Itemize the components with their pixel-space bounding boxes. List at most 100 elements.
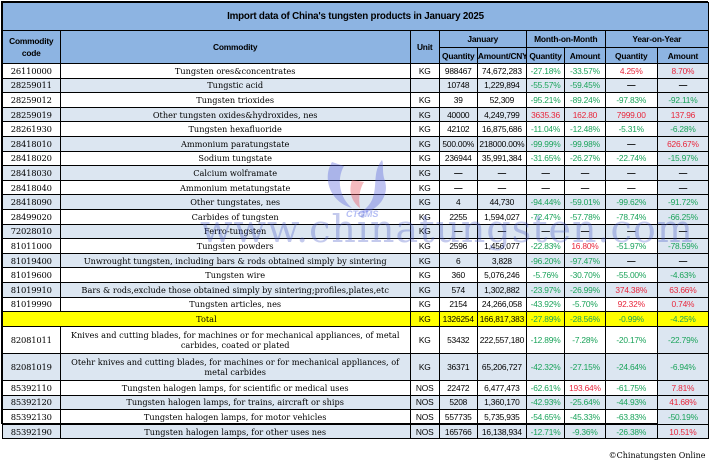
mom-quantity-cell: -22.83% — [525, 238, 566, 254]
amount-cell: — — [476, 179, 527, 196]
table-row: 28499020 Carbides of tungsten KG 2255 1,594,… — [2, 208, 710, 225]
quantity-cell: 360 — [438, 267, 478, 283]
yoy-amount-cell: -91.72% — [656, 194, 710, 210]
commodity-code-cell: 28418020 — [2, 150, 61, 167]
commodity-code-cell: 82081019 — [2, 353, 61, 382]
unit-cell: KG — [409, 296, 440, 313]
unit-cell: KG — [409, 135, 440, 152]
mom-quantity-cell: -72.47% — [525, 208, 566, 225]
unit-cell: NOS — [409, 409, 440, 425]
quantity-cell: 574 — [438, 281, 478, 298]
table-row: 81019910 Bars & rods,exclude those obtain… — [2, 281, 710, 298]
commodity-name-cell: Tungsten halogen lamps, for motor vehicl… — [59, 409, 411, 425]
yoy-quantity-cell: -99.62% — [604, 194, 658, 210]
mom-amount-cell: -89.24% — [564, 92, 606, 108]
yoy-quantity-cell: -24.64% — [604, 353, 658, 382]
yoy-quantity-cell: -22.74% — [604, 150, 658, 167]
total-yoy-quantity: -0.99% — [604, 311, 658, 328]
quantity-cell: 10748 — [438, 77, 478, 94]
copyright-footer: ©Chinatungsten Online — [2, 438, 709, 461]
header-commodity-code: Commodity code — [2, 30, 61, 64]
commodity-code-cell: 85392110 — [2, 380, 61, 396]
yoy-quantity-cell: -20.17% — [604, 326, 658, 355]
amount-cell: 1,360,170 — [476, 394, 527, 411]
mom-quantity-cell: -43.92% — [525, 296, 566, 313]
commodity-code-cell: 81019600 — [2, 267, 61, 283]
yoy-quantity-cell: — — [604, 135, 658, 152]
mom-amount-cell: — — [564, 179, 606, 196]
amount-cell: 1,229,894 — [476, 77, 527, 94]
table-row: 28259012 Tungsten trioxides KG 39 52,309 -95.… — [2, 92, 710, 108]
commodity-name-cell: Tungsten articles, nes — [59, 296, 411, 313]
yoy-quantity-cell: -97.83% — [604, 92, 658, 108]
mom-amount-cell: -26.27% — [564, 150, 606, 167]
header-yoy-amount: Amount — [656, 47, 710, 64]
mom-quantity-cell: -5.76% — [525, 267, 566, 283]
total-quantity: 1326254 — [438, 311, 478, 328]
table-row: 28261930 Tungsten hexafluoride KG 42102 16,8… — [2, 121, 710, 137]
total-mom-amount: -28.56% — [564, 311, 606, 328]
commodity-code-cell: 81019910 — [2, 281, 61, 298]
table-row: 85392120 Tungsten halogen lamps, for trai… — [2, 394, 710, 411]
mom-amount-cell: — — [564, 165, 606, 181]
amount-cell: 44,730 — [476, 194, 527, 210]
commodity-name-cell: Tungstic acid — [59, 77, 411, 94]
unit-cell: NOS — [409, 380, 440, 396]
commodity-name-cell: Tungsten hexafluoride — [59, 121, 411, 137]
table-row: 85392190 Tungsten halogen lamps, for othe… — [2, 423, 710, 440]
yoy-amount-cell: 137.96 — [656, 106, 710, 123]
mom-quantity-cell: -31.65% — [525, 150, 566, 167]
yoy-amount-cell: 63.66% — [656, 281, 710, 298]
total-mom-quantity: -27.89% — [525, 311, 566, 328]
amount-cell: 16,138,934 — [476, 423, 527, 440]
mom-quantity-cell: -27.18% — [525, 63, 566, 79]
mom-amount-cell: -12.48% — [564, 121, 606, 137]
amount-cell: 5,076,246 — [476, 267, 527, 283]
commodity-code-cell: 28418010 — [2, 135, 61, 152]
mom-amount-cell: 162.80 — [564, 106, 606, 123]
commodity-name-cell: Ferro-tungsten — [59, 223, 411, 240]
yoy-amount-cell: 626.67% — [656, 135, 710, 152]
commodity-name-cell: Carbides of tungsten — [59, 208, 411, 225]
quantity-cell: 2255 — [438, 208, 478, 225]
yoy-amount-cell: -22.79% — [656, 326, 710, 355]
amount-cell: 16,875,686 — [476, 121, 527, 137]
yoy-quantity-cell: -5.31% — [604, 121, 658, 137]
amount-cell: 1,594,027 — [476, 208, 527, 225]
mom-quantity-cell: -23.97% — [525, 281, 566, 298]
mom-quantity-cell: -42.93% — [525, 394, 566, 411]
header-commodity: Commodity — [59, 30, 411, 64]
yoy-amount-cell: — — [656, 77, 710, 94]
yoy-amount-cell: 10.51% — [656, 423, 710, 440]
commodity-code-cell: 81019990 — [2, 296, 61, 313]
yoy-quantity-cell: — — [604, 179, 658, 196]
commodity-name-cell: Tungsten ores&concentrates — [59, 63, 411, 79]
commodity-code-cell: 28499020 — [2, 208, 61, 225]
table-row: 28418010 Ammonium paratungstate KG 500.00% 2… — [2, 135, 710, 152]
amount-cell: 222,557,180 — [476, 326, 527, 355]
quantity-cell: 6 — [438, 252, 478, 269]
commodity-name-cell: Other tungstates, nes — [59, 194, 411, 210]
yoy-quantity-cell: — — [604, 252, 658, 269]
commodity-code-cell: 28261930 — [2, 121, 61, 137]
mom-amount-cell: -7.28% — [564, 326, 606, 355]
commodity-name-cell: Tungsten powders — [59, 238, 411, 254]
commodity-name-cell: Tungsten trioxides — [59, 92, 411, 108]
total-unit: KG — [409, 311, 440, 328]
unit-cell: KG — [409, 252, 440, 269]
header-mom-quantity: Quantity — [525, 47, 566, 64]
yoy-quantity-cell: -78.74% — [604, 208, 658, 225]
mom-amount-cell: -45.33% — [564, 409, 606, 425]
mom-quantity-cell: 3635.36 — [525, 106, 566, 123]
yoy-amount-cell: -6.28% — [656, 121, 710, 137]
header-amount-cny: Amount/CNY — [476, 47, 527, 64]
yoy-amount-cell: 8.70% — [656, 63, 710, 79]
mom-quantity-cell: -95.21% — [525, 92, 566, 108]
table-row: 82081011 Knives and cutting blades, for m… — [2, 326, 710, 355]
commodity-name-cell: Calcium wolframate — [59, 165, 411, 181]
unit-cell: KG — [409, 223, 440, 240]
commodity-name-cell: Other tungsten oxides&hydroxides, nes — [59, 106, 411, 123]
quantity-cell: 557735 — [438, 409, 478, 425]
yoy-quantity-cell: -26.38% — [604, 423, 658, 440]
header-quantity: Quantity — [438, 47, 478, 64]
